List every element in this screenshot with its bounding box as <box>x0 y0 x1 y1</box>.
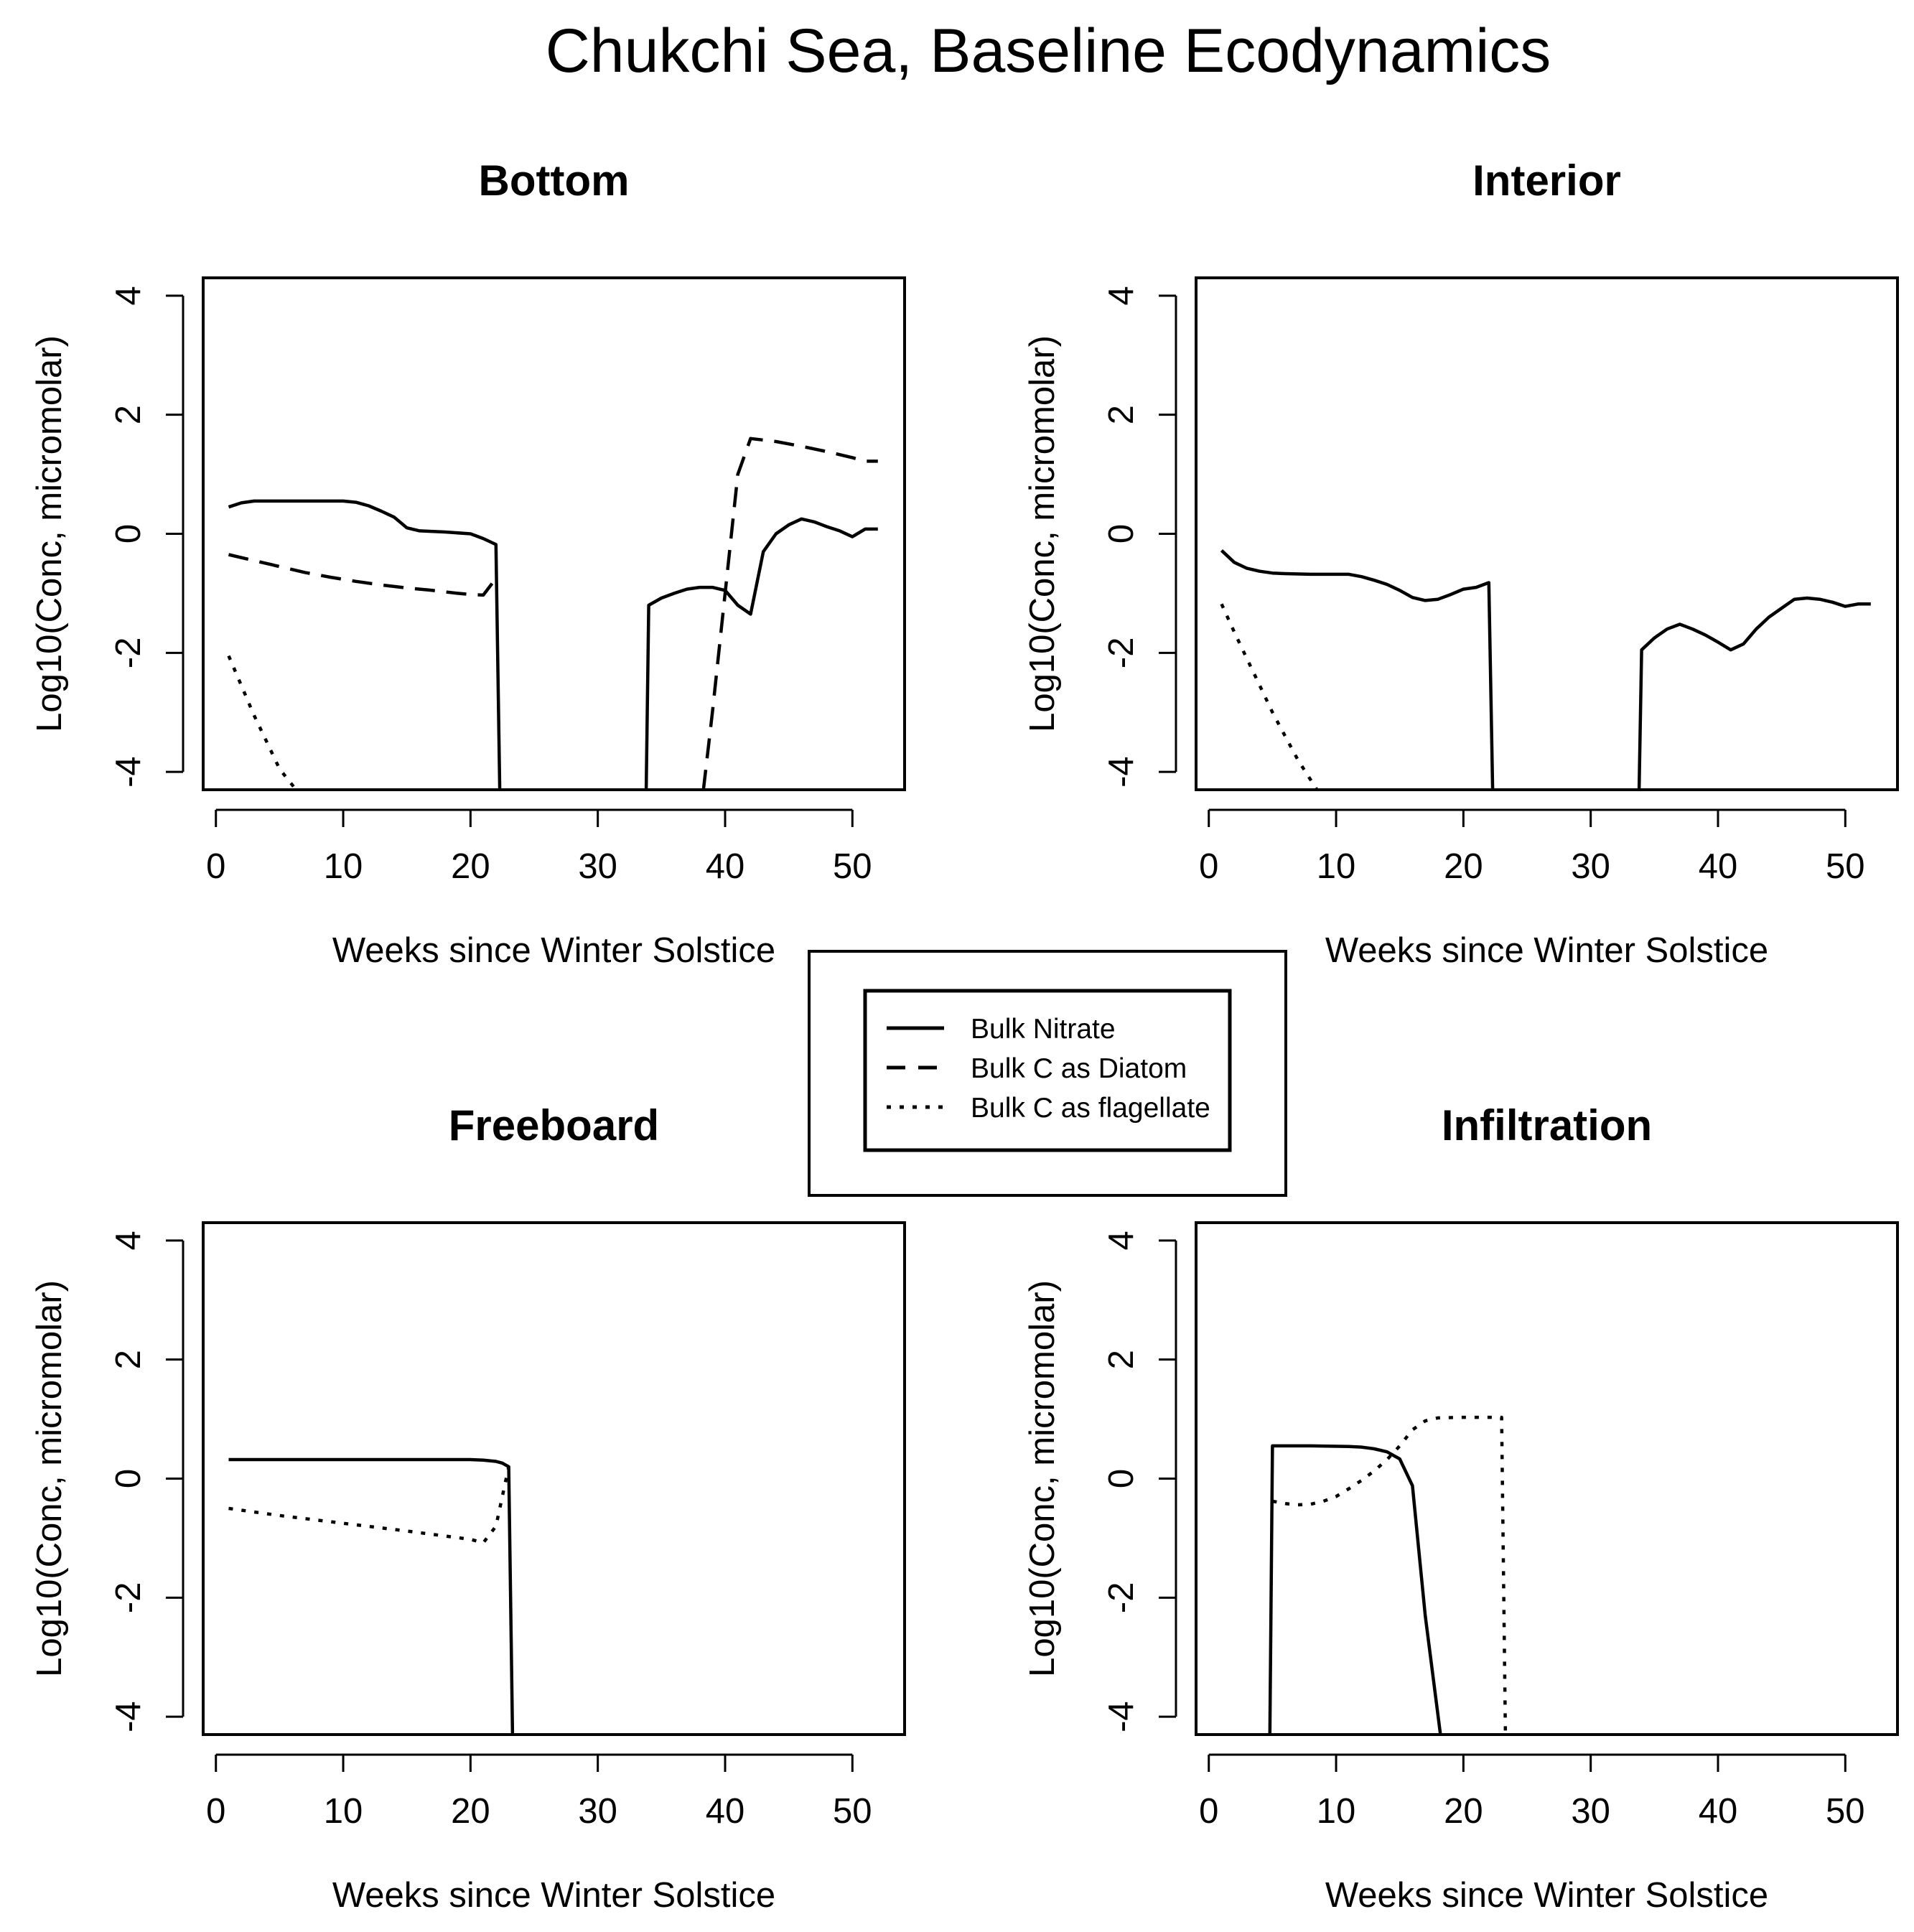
panel-title: Interior <box>1472 157 1621 205</box>
y-tick-label: -2 <box>1102 1582 1141 1614</box>
series-lines <box>227 437 878 790</box>
legend-box <box>863 989 1232 1152</box>
panel-title: Infiltration <box>1442 1101 1652 1149</box>
x-tick-label: 0 <box>206 1792 225 1831</box>
x-tick-label: 10 <box>324 847 363 886</box>
x-tick-label: 40 <box>1699 1792 1738 1831</box>
x-tick-label: 0 <box>1199 847 1218 886</box>
y-tick-label: 4 <box>1102 1231 1141 1250</box>
x-tick-label: 10 <box>324 1792 363 1831</box>
y-tick-label: 2 <box>109 405 148 424</box>
series-bulk-c-as-diatom-segment-2 <box>701 437 878 790</box>
x-axis-label: Weeks since Winter Solstice <box>1325 931 1768 970</box>
legend: Bulk Nitrate Bulk C as Diatom Bulk C as … <box>808 950 1287 1197</box>
series-bulk-c-as-flagellate-segment-1 <box>1271 1415 1508 1735</box>
x-tick-label: 0 <box>1199 1792 1218 1831</box>
y-tick-label: 2 <box>1102 405 1141 424</box>
series-lines <box>1268 1415 1508 1735</box>
series-bulk-nitrate-segment-1 <box>228 1457 515 1735</box>
x-tick-label: 40 <box>706 1792 745 1831</box>
y-axis-label: Log10(Conc, micromolar) <box>30 1280 69 1677</box>
legend-outer-frame <box>808 950 1287 1197</box>
panel-title: Freeboard <box>449 1101 659 1149</box>
x-tick-label: 30 <box>1571 847 1610 886</box>
x-tick-label: 20 <box>451 1792 490 1831</box>
y-tick-label: 0 <box>1102 524 1141 543</box>
x-tick-label: 20 <box>1444 847 1483 886</box>
y-axis-label: Log10(Conc, micromolar) <box>30 335 69 732</box>
plot-frame <box>1195 276 1899 791</box>
x-tick-label: 0 <box>206 847 225 886</box>
x-tick-label: 40 <box>706 847 745 886</box>
x-tick-label: 40 <box>1699 847 1738 886</box>
series-lines <box>228 1457 515 1735</box>
x-tick-label: 50 <box>1826 847 1865 886</box>
y-tick-label: 0 <box>109 524 148 543</box>
x-tick-label: 30 <box>1571 1792 1610 1831</box>
plot-frame <box>1195 1221 1899 1736</box>
legend-label-diatom: Bulk C as Diatom <box>971 1053 1187 1084</box>
x-tick-label: 20 <box>1444 1792 1483 1831</box>
x-tick-label: 10 <box>1317 1792 1356 1831</box>
y-tick-label: 2 <box>109 1350 148 1369</box>
x-tick-label: 50 <box>1826 1792 1865 1831</box>
y-axis-label: Log10(Conc, micromolar) <box>1023 335 1062 732</box>
x-tick-label: 50 <box>833 1792 872 1831</box>
y-tick-label: -4 <box>1102 756 1141 788</box>
legend-label-nitrate: Bulk Nitrate <box>971 1014 1116 1045</box>
legend-label-flagellate: Bulk C as flagellate <box>971 1093 1210 1124</box>
x-tick-label: 50 <box>833 847 872 886</box>
series-bulk-c-as-flagellate-segment-1 <box>227 655 298 790</box>
x-tick-label: 30 <box>578 1792 617 1831</box>
y-tick-label: 2 <box>1102 1350 1141 1369</box>
y-tick-label: 0 <box>1102 1469 1141 1488</box>
x-axis-label: Weeks since Winter Solstice <box>1325 1876 1768 1915</box>
x-tick-label: 20 <box>451 847 490 886</box>
x-axis-label: Weeks since Winter Solstice <box>332 931 775 970</box>
x-tick-label: 30 <box>578 847 617 886</box>
y-tick-label: -4 <box>1102 1701 1141 1732</box>
series-bulk-nitrate-segment-1 <box>1268 1444 1442 1735</box>
series-lines <box>1220 549 1871 790</box>
series-bulk-c-as-flagellate-segment-1 <box>1220 603 1319 790</box>
y-tick-label: -2 <box>1102 638 1141 669</box>
x-tick-label: 10 <box>1317 847 1356 886</box>
series-bulk-c-as-flagellate-segment-1 <box>228 1466 510 1545</box>
y-tick-label: -4 <box>109 756 148 788</box>
y-tick-label: 0 <box>109 1469 148 1488</box>
series-bulk-nitrate-segment-1 <box>228 499 502 790</box>
series-bulk-nitrate-segment-2 <box>1637 596 1871 790</box>
y-axis-label: Log10(Conc, micromolar) <box>1023 1280 1062 1677</box>
series-bulk-nitrate-segment-2 <box>644 517 878 790</box>
y-tick-label: 4 <box>109 1231 148 1250</box>
plot-frame <box>202 276 906 791</box>
y-tick-label: 4 <box>109 286 148 305</box>
y-tick-label: -4 <box>109 1701 148 1732</box>
plot-frame <box>202 1221 906 1736</box>
figure-title: Chukchi Sea, Baseline Ecodynamics <box>546 17 1551 85</box>
y-tick-label: -2 <box>109 638 148 669</box>
y-tick-label: -2 <box>109 1582 148 1614</box>
y-tick-label: 4 <box>1102 286 1141 305</box>
panel-title: Bottom <box>479 157 630 205</box>
series-bulk-nitrate-segment-1 <box>1220 549 1495 790</box>
x-axis-label: Weeks since Winter Solstice <box>332 1876 775 1915</box>
